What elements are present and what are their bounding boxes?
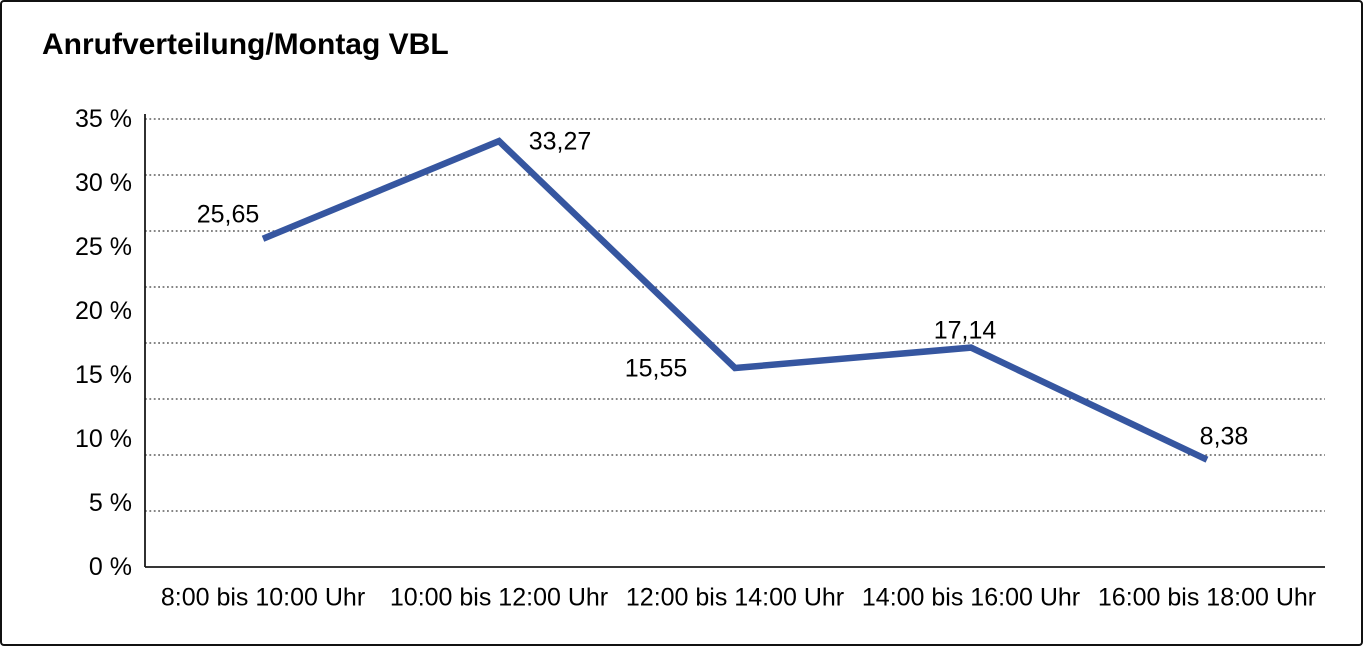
y-tick-label: 20 % — [75, 297, 132, 325]
x-axis-label: 10:00 bis 12:00 Uhr — [389, 583, 609, 612]
x-axis-label: 12:00 bis 14:00 Uhr — [625, 583, 845, 612]
x-axis-label: 8:00 bis 10:00 Uhr — [160, 583, 366, 612]
data-point-label: 25,65 — [196, 200, 260, 229]
y-tick-label: 25 % — [75, 233, 132, 261]
y-tick-label: 35 % — [75, 105, 132, 133]
chart-title: Anrufverteilung/Montag VBL — [42, 28, 449, 61]
y-tick-label: 30 % — [75, 169, 132, 197]
y-tick-label: 15 % — [75, 361, 132, 389]
data-point-label: 8,38 — [1199, 422, 1249, 451]
x-axis-label: 16:00 bis 18:00 Uhr — [1097, 583, 1317, 612]
data-point-label: 33,27 — [528, 127, 592, 156]
x-axis-label: 14:00 bis 16:00 Uhr — [861, 583, 1081, 612]
y-tick-label: 5 % — [88, 489, 132, 517]
y-tick-label: 10 % — [75, 425, 132, 453]
series-line — [261, 137, 1209, 463]
y-tick-label: 0 % — [88, 553, 132, 581]
data-point-label: 17,14 — [933, 316, 997, 345]
data-point-label: 15,55 — [624, 354, 688, 383]
